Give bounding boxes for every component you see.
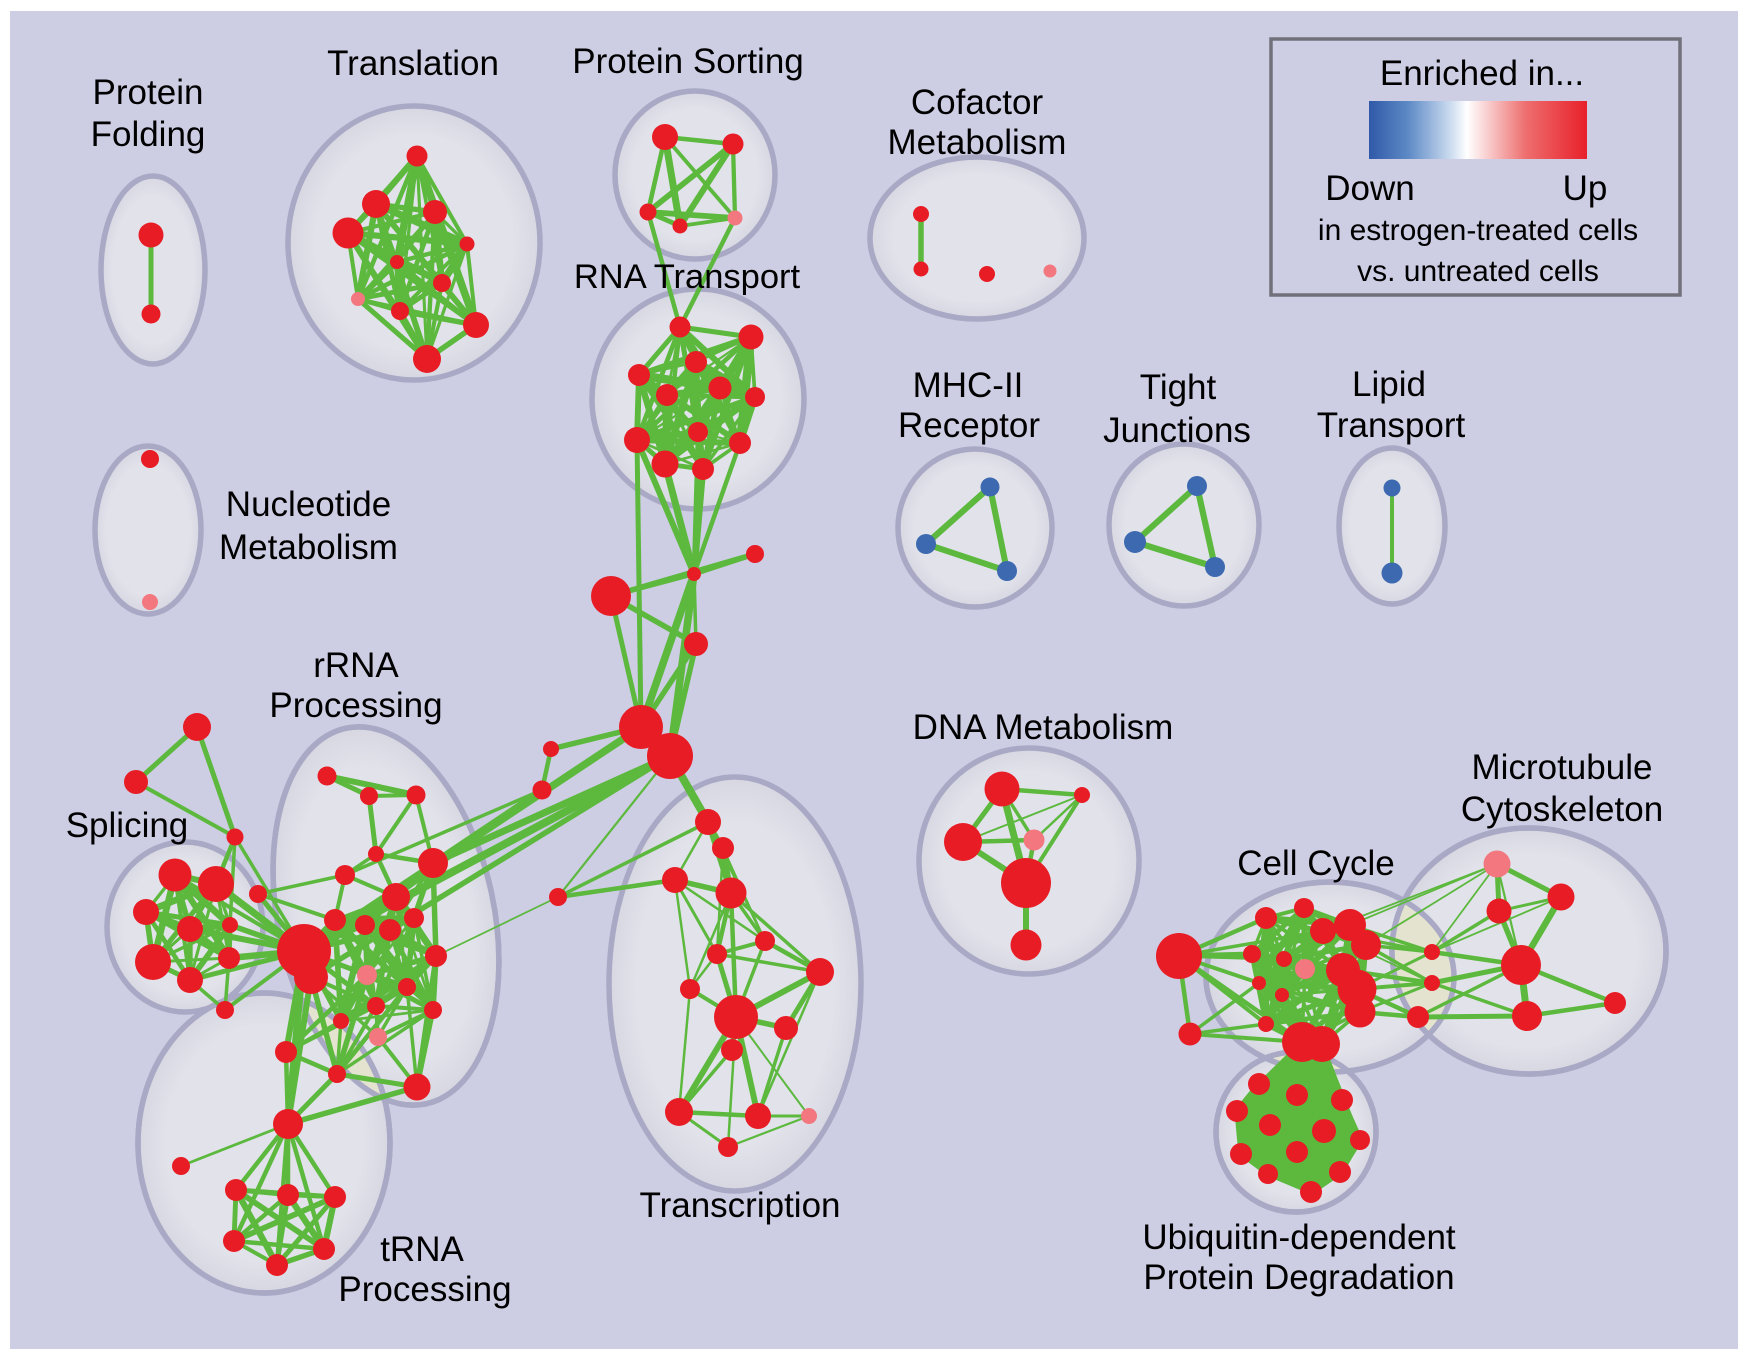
svg-text:Microtubule: Microtubule xyxy=(1472,748,1653,787)
svg-text:DNA Metabolism: DNA Metabolism xyxy=(913,708,1174,747)
svg-text:tRNA: tRNA xyxy=(380,1230,464,1269)
svg-text:Transport: Transport xyxy=(1317,406,1466,445)
svg-text:Cofactor: Cofactor xyxy=(911,83,1044,122)
svg-text:Cell Cycle: Cell Cycle xyxy=(1237,844,1395,883)
svg-text:in estrogen-treated cells: in estrogen-treated cells xyxy=(1318,214,1638,247)
svg-text:Processing: Processing xyxy=(338,1270,511,1309)
svg-text:Nucleotide: Nucleotide xyxy=(226,485,391,524)
svg-text:rRNA: rRNA xyxy=(313,646,399,685)
svg-text:Up: Up xyxy=(1563,169,1608,208)
svg-text:Processing: Processing xyxy=(269,686,442,725)
svg-text:Enriched in...: Enriched in... xyxy=(1380,54,1584,93)
svg-text:Ubiquitin-dependent: Ubiquitin-dependent xyxy=(1142,1218,1456,1257)
svg-text:Metabolism: Metabolism xyxy=(219,528,398,567)
svg-text:Translation: Translation xyxy=(327,44,499,83)
svg-text:Cytoskeleton: Cytoskeleton xyxy=(1461,790,1663,829)
svg-text:vs. untreated cells: vs. untreated cells xyxy=(1357,255,1599,288)
svg-text:RNA Transport: RNA Transport xyxy=(574,258,801,296)
svg-text:Protein Sorting: Protein Sorting xyxy=(572,42,804,81)
svg-text:Down: Down xyxy=(1325,169,1414,208)
svg-text:Transcription: Transcription xyxy=(640,1186,841,1225)
svg-text:Tight: Tight xyxy=(1140,368,1217,407)
svg-text:Folding: Folding xyxy=(91,115,206,154)
svg-text:Protein Degradation: Protein Degradation xyxy=(1143,1258,1454,1297)
svg-text:Receptor: Receptor xyxy=(898,406,1040,445)
svg-text:Splicing: Splicing xyxy=(66,806,189,845)
svg-text:Junctions: Junctions xyxy=(1103,411,1251,450)
svg-text:Metabolism: Metabolism xyxy=(888,123,1067,162)
svg-text:Protein: Protein xyxy=(93,73,204,112)
svg-text:MHC-II: MHC-II xyxy=(913,366,1024,405)
svg-text:Lipid: Lipid xyxy=(1352,365,1426,404)
